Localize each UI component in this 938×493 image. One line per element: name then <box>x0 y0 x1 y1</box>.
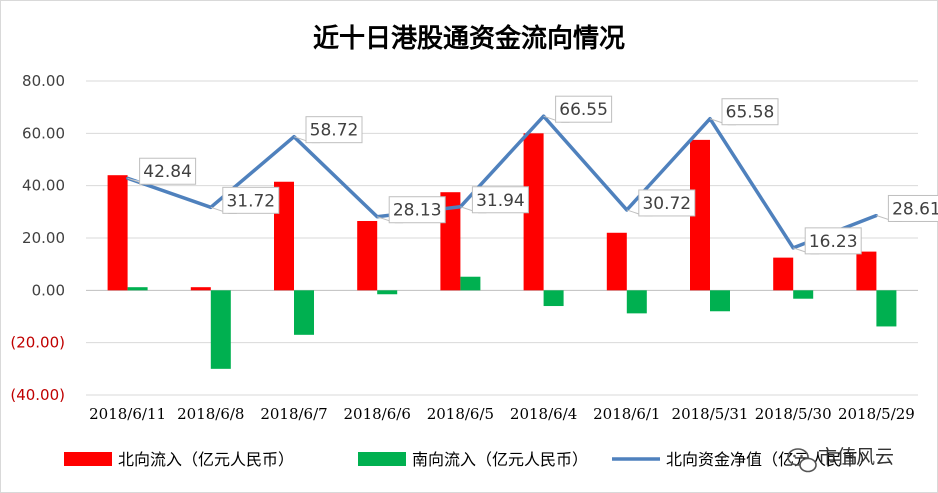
data-label-box <box>139 157 197 185</box>
legend-item: 北向流入（亿元人民币） <box>64 450 294 469</box>
y-tick-label: 40.00 <box>22 177 65 195</box>
data-label: 28.61 <box>876 194 938 222</box>
bar-northbound <box>357 220 378 291</box>
x-tick-label: 2018/6/11 <box>89 405 166 423</box>
legend-swatch <box>64 452 112 466</box>
data-label-text: 31.72 <box>226 191 275 211</box>
data-label-box <box>721 98 779 126</box>
bar-southbound <box>294 290 314 335</box>
data-label: 31.94 <box>460 186 529 214</box>
bar-northbound <box>606 232 627 291</box>
legend-label: 北向流入（亿元人民币） <box>118 450 294 469</box>
x-tick-label: 2018/5/30 <box>755 405 832 423</box>
wechat-icon <box>787 448 817 473</box>
axis-layer: 80.00 60.00 40.00 20.00 0.00 (20.00) (40.00) 20… <box>10 72 915 423</box>
bar-southbound <box>626 290 647 314</box>
x-tick-label: 2018/6/1 <box>593 405 660 423</box>
data-label-box <box>555 95 613 123</box>
bar-northbound <box>190 287 211 291</box>
data-label-text: 30.72 <box>642 194 691 214</box>
bar-southbound <box>127 287 148 291</box>
legend: 北向流入（亿元人民币） 南向流入（亿元人民币） 北向资金净值（亿元人民币） <box>64 450 874 469</box>
data-label-text: 28.13 <box>393 201 442 221</box>
chart-title: 近十日港股通资金流向情况 <box>313 23 625 54</box>
bar-northbound <box>107 175 128 291</box>
bar-southbound <box>876 290 897 327</box>
bar-northbound <box>856 251 877 291</box>
bar-southbound <box>793 290 814 299</box>
data-label-box <box>305 116 363 144</box>
data-label: 30.72 <box>626 189 696 217</box>
watermark-text: 市值风云 <box>818 446 894 468</box>
x-tick-label: 2018/6/7 <box>260 405 327 423</box>
y-tick-label: 20.00 <box>22 229 65 247</box>
legend-label: 北向资金净值（亿元人民币） <box>666 450 874 469</box>
x-tick-label: 2018/6/5 <box>427 405 494 423</box>
data-label-text: 16.23 <box>809 232 858 252</box>
data-label-box <box>471 186 529 214</box>
data-label-text: 58.72 <box>310 121 359 141</box>
data-label-box <box>887 194 938 222</box>
x-tick-label: 2018/6/6 <box>344 405 411 423</box>
y-tick-label: (40.00) <box>10 386 65 404</box>
data-label-text: 31.94 <box>476 191 525 211</box>
bar-northbound <box>690 139 710 291</box>
data-label: 31.72 <box>210 186 280 214</box>
data-label-box <box>222 186 280 214</box>
data-label-box <box>638 189 696 217</box>
data-label: 28.13 <box>377 196 446 224</box>
data-label: 58.72 <box>293 116 363 144</box>
x-tick-label: 2018/5/29 <box>838 405 915 423</box>
bar-southbound <box>210 290 231 369</box>
y-tick-label: 80.00 <box>22 72 65 90</box>
data-label-box <box>804 227 862 255</box>
net-flow-line <box>127 114 878 250</box>
watermark: 市值风云 <box>787 446 894 473</box>
x-tick-label: 2018/6/8 <box>177 405 244 423</box>
bar-southbound <box>377 290 398 295</box>
data-label-text: 66.55 <box>559 100 608 120</box>
legend-item: 北向资金净值（亿元人民币） <box>612 450 874 469</box>
bar-northbound <box>523 133 544 291</box>
bar-southbound <box>710 290 730 312</box>
x-tick-label: 2018/5/31 <box>672 405 749 423</box>
labels-layer: 42.84 31.72 58.72 28.13 31.94 66.55 30.72 65.58… <box>127 95 938 255</box>
data-label-text: 65.58 <box>726 103 775 123</box>
bar-southbound <box>543 290 564 307</box>
y-tick-label: 0.00 <box>32 281 65 299</box>
data-label-box <box>388 196 446 224</box>
bar-northbound <box>773 257 794 291</box>
legend-item: 南向流入（亿元人民币） <box>358 450 588 469</box>
data-label-text: 28.61 <box>892 199 938 219</box>
data-label: 16.23 <box>793 227 862 255</box>
legend-swatch <box>358 452 406 466</box>
y-tick-label: 60.00 <box>22 124 65 142</box>
legend-label: 南向流入（亿元人民币） <box>412 450 588 469</box>
data-label: 65.58 <box>709 98 779 126</box>
x-tick-label: 2018/6/4 <box>510 405 577 423</box>
data-label-text: 42.84 <box>143 162 192 182</box>
y-tick-label: (20.00) <box>10 334 65 352</box>
bar-southbound <box>460 276 481 291</box>
data-label: 66.55 <box>543 95 613 123</box>
data-label: 42.84 <box>127 157 197 185</box>
